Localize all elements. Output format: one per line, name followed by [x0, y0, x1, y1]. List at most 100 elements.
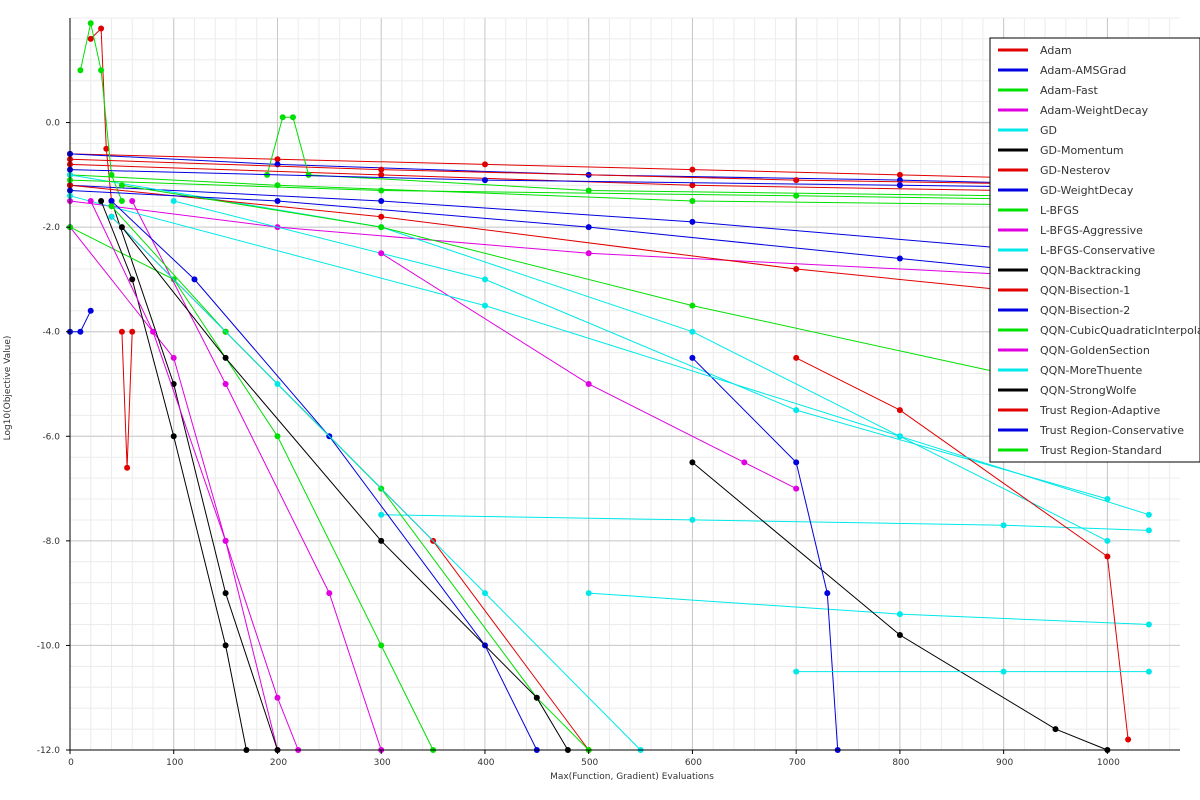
legend-label: QQN-MoreThuente: [1040, 364, 1142, 377]
data-point: [170, 433, 177, 440]
data-point: [378, 213, 385, 220]
data-point: [585, 187, 592, 194]
legend-label: GD: [1040, 124, 1057, 137]
legend-label: GD-Nesterov: [1040, 164, 1111, 177]
data-point: [191, 276, 198, 283]
data-point: [378, 166, 385, 173]
x-tick-label: 1000: [1097, 758, 1120, 768]
data-point: [1000, 668, 1007, 675]
data-point: [824, 590, 831, 597]
data-point: [274, 156, 281, 163]
data-point: [1104, 537, 1111, 544]
y-axis-label: Log10(Objective Value): [3, 336, 13, 441]
y-tick-label: -6.0: [42, 432, 60, 442]
data-point: [98, 25, 105, 32]
series-line: [69, 179, 1160, 202]
data-point: [274, 381, 281, 387]
series-l-bfgs: [67, 182, 1007, 753]
data-point: [896, 407, 903, 414]
series-line: [111, 200, 278, 751]
data-point: [689, 182, 696, 189]
data-point: [482, 590, 488, 597]
data-point: [896, 632, 903, 638]
x-tick-label: 900: [996, 758, 1013, 768]
legend-label: Trust Region-Conservative: [1039, 424, 1184, 437]
data-point: [222, 590, 229, 597]
data-point: [87, 198, 94, 204]
data-point: [793, 668, 800, 675]
series-line: [69, 184, 1108, 301]
data-point: [274, 694, 281, 701]
axes: 0 100 200 300 400 500 600 700 800 900 1000 0.0 -2.0 -…: [37, 18, 1180, 768]
data-point: [585, 381, 592, 387]
legend-label: Trust Region-Standard: [1039, 444, 1162, 457]
y-tick-label: -2.0: [42, 223, 60, 233]
legend-label: QQN-CubicQuadraticInterpolation: [1040, 324, 1200, 337]
data-point: [793, 192, 800, 199]
data-point: [1125, 736, 1132, 743]
x-tick-label: 400: [477, 758, 494, 768]
data-point: [896, 611, 903, 618]
data-point: [378, 198, 385, 204]
x-tick-label: 200: [270, 758, 287, 768]
y-tick-label: -8.0: [42, 537, 60, 547]
series-line: [380, 252, 797, 490]
series-qqn-bisection-1: [108, 213, 592, 753]
data-point: [533, 694, 540, 701]
data-point: [1052, 726, 1059, 733]
series-line: [692, 357, 839, 751]
series-gd-momentum: [108, 198, 1111, 753]
data-point: [129, 276, 136, 283]
data-point: [1145, 621, 1152, 628]
data-point: [378, 537, 385, 544]
series-gd-nesterov: [67, 182, 1132, 743]
data-point: [1104, 553, 1111, 560]
data-point: [378, 642, 385, 649]
data-point: [129, 328, 136, 335]
data-point: [896, 182, 903, 189]
data-point: [793, 407, 800, 414]
legend-label: L-BFGS-Conservative: [1040, 244, 1155, 257]
x-tick-label: 800: [892, 758, 909, 768]
data-point: [378, 250, 385, 257]
data-point: [689, 328, 696, 335]
series-line: [69, 195, 1150, 516]
data-point: [378, 187, 385, 194]
data-point: [689, 166, 696, 173]
data-point: [98, 67, 105, 74]
data-point: [274, 198, 281, 204]
data-point: [118, 224, 125, 231]
data-point: [896, 171, 903, 178]
legend-label: L-BFGS: [1040, 204, 1079, 217]
legend: Adam Adam-AMSGrad Adam-Fast Adam-WeightDeca…: [989, 37, 1200, 463]
data-point: [1104, 496, 1111, 502]
series-line: [90, 27, 112, 202]
data-point: [585, 590, 592, 597]
data-point: [87, 307, 94, 314]
series-line: [111, 200, 538, 751]
y-tick-label: 0.0: [46, 119, 61, 129]
data-point: [793, 266, 800, 272]
data-point: [279, 114, 286, 121]
x-tick-label: 0: [68, 758, 74, 768]
series-line: [121, 331, 133, 468]
data-point: [274, 433, 281, 440]
data-point: [77, 67, 84, 74]
legend-label: QQN-GoldenSection: [1040, 344, 1150, 357]
legend-label: Adam-Fast: [1040, 84, 1099, 97]
data-point: [378, 511, 385, 518]
data-point: [689, 218, 696, 225]
x-tick-label: 600: [685, 758, 702, 768]
data-point: [305, 171, 312, 178]
data-point: [1145, 668, 1152, 675]
data-point: [290, 114, 296, 121]
grid: [69, 17, 1180, 751]
data-point: [585, 224, 592, 231]
data-point: [108, 203, 115, 210]
data-point: [896, 255, 903, 262]
data-point: [118, 198, 125, 204]
data-point: [222, 354, 229, 361]
series-line: [69, 226, 278, 751]
data-point: [793, 354, 800, 361]
